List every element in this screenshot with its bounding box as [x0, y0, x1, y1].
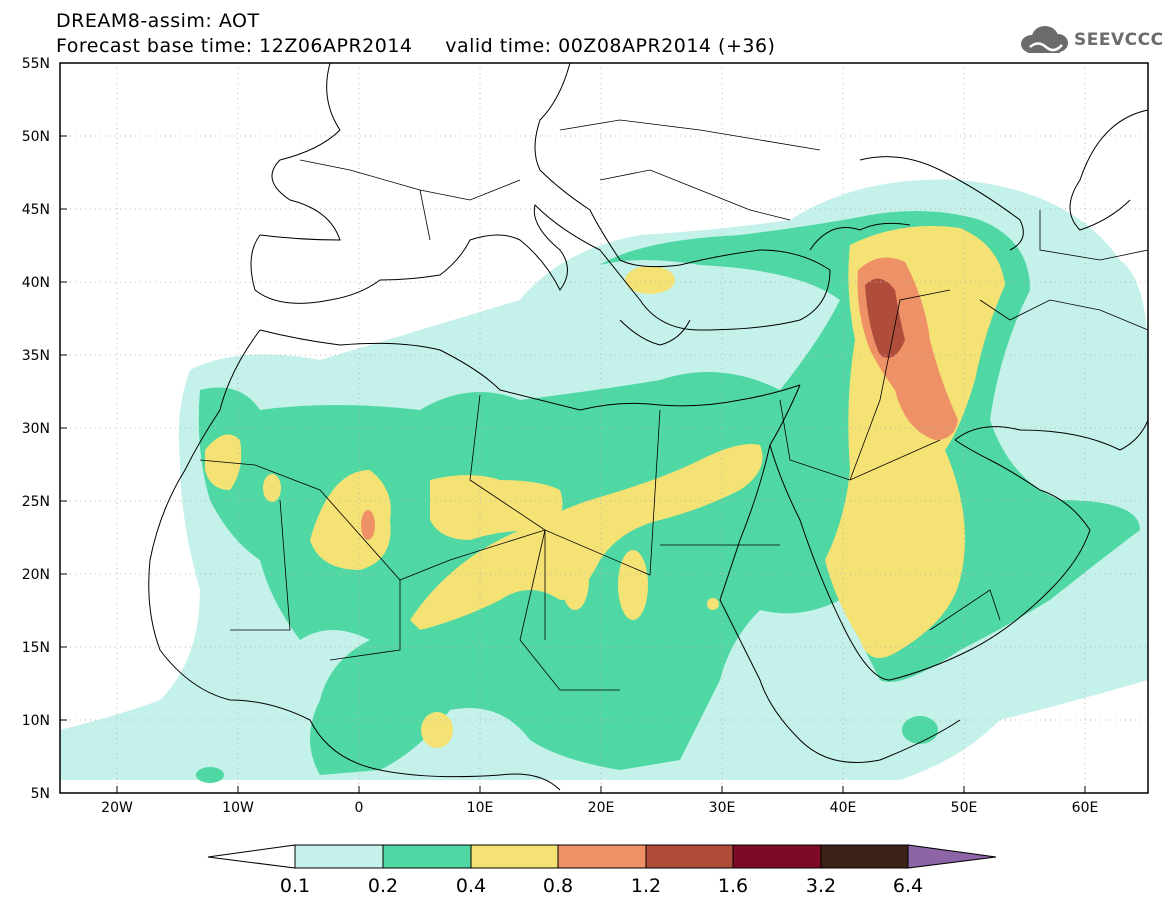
colorbar-segment-high [907, 844, 997, 869]
logo-text: SEEVCCC [1074, 30, 1164, 50]
lon-label: 10E [467, 800, 494, 816]
colorbar-label: 0.2 [368, 875, 398, 897]
colorbar-segment [470, 844, 559, 869]
lat-label: 35N [22, 348, 50, 364]
lat-label: 55N [22, 56, 50, 72]
lon-label: 10W [222, 800, 254, 816]
lat-label: 5N [31, 786, 50, 802]
lat-label: 25N [22, 494, 50, 510]
colorbar-segment [294, 844, 384, 869]
lon-label: 20E [588, 800, 615, 816]
lon-label: 40E [830, 800, 857, 816]
colorbar-label: 0.4 [456, 875, 486, 897]
lat-label: 45N [22, 202, 50, 218]
lat-label: 50N [22, 129, 50, 145]
lat-label: 20N [22, 567, 50, 583]
lat-label: 40N [22, 275, 50, 291]
chart-title: DREAM8-assim: AOT [56, 10, 260, 32]
colorbar-segment [382, 844, 472, 869]
lon-label: 20W [101, 800, 133, 816]
aot-fields [60, 179, 1148, 783]
colorbar-segment-low [207, 844, 296, 869]
colorbar-label: 1.6 [718, 875, 748, 897]
colorbar-segment [645, 844, 734, 869]
seevccc-logo: SEEVCCC [1018, 25, 1164, 55]
colorbar-segment [820, 844, 909, 869]
lat-label: 10N [22, 713, 50, 729]
colorbar-segment [732, 844, 822, 869]
graticule [60, 63, 1148, 793]
lon-label: 60E [1072, 800, 1099, 816]
lon-label: 0 [355, 800, 364, 816]
cloud-icon [1021, 26, 1068, 53]
colorbar-segment [557, 844, 647, 869]
colorbar-label: 6.4 [893, 875, 923, 897]
axis-ticks [60, 62, 1086, 793]
colorbar-label: 3.2 [806, 875, 836, 897]
lat-label: 15N [22, 640, 50, 656]
colorbar-label: 0.8 [543, 875, 573, 897]
country-borders [199, 119, 1148, 691]
colorbar-label: 0.1 [280, 875, 310, 897]
coastlines [148, 63, 1148, 791]
colorbar-label: 1.2 [631, 875, 661, 897]
lon-label: 30E [709, 800, 736, 816]
lat-label: 30N [22, 421, 50, 437]
lon-label: 50E [951, 800, 978, 816]
forecast-time-line: Forecast base time: 12Z06APR2014 valid t… [56, 35, 776, 57]
